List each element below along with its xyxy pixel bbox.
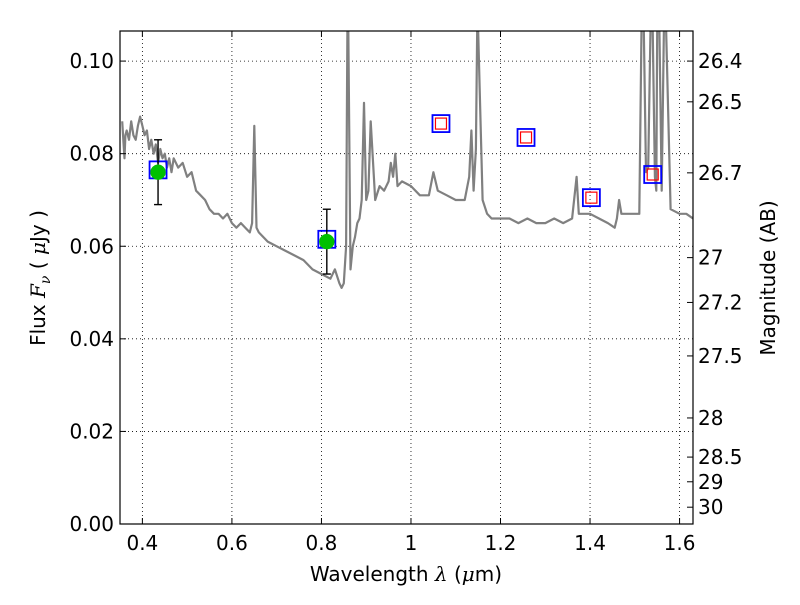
y-tick-label: 0.04 <box>69 327 114 351</box>
y-tick-label: 0.10 <box>69 49 114 73</box>
y2-tick-label: 26.4 <box>698 49 743 73</box>
y2-tick-label: 26.5 <box>698 90 743 114</box>
upper-limit-point <box>646 168 659 181</box>
y-tick-label: 0.08 <box>69 142 114 166</box>
y2-tick-label: 28 <box>698 406 723 430</box>
x-tick-label: 0.6 <box>216 531 248 555</box>
y2-axis-title: Magnitude (AB) <box>756 200 780 355</box>
plot-frame <box>119 30 694 525</box>
y2-tick-label: 29 <box>698 470 723 494</box>
y2-tick-label: 28.5 <box>698 445 743 469</box>
model-point <box>581 188 601 208</box>
x-tick-label: 1.4 <box>574 531 606 555</box>
y2-tick-label: 26.7 <box>698 161 743 185</box>
y2-tick-label: 27 <box>698 246 723 270</box>
observed-point <box>319 233 335 250</box>
tick-layer: 0.4 0.6 0.8 1 1.2 1.4 1.6 0.00 0.02 0.04 0.06 0.08 0… <box>69 31 743 555</box>
upper-limit-point <box>519 131 533 144</box>
series-layer <box>121 31 693 289</box>
grid-lines <box>120 31 693 525</box>
y2-tick-label: 27.2 <box>698 290 743 314</box>
observed-point <box>150 164 166 180</box>
x-tick-label: 1.2 <box>485 531 517 555</box>
y-tick-label: 0.06 <box>69 234 114 258</box>
y2-tick-label: 30 <box>698 495 723 519</box>
x-tick-label: 1 <box>405 531 418 555</box>
y2-tick-label: 27.5 <box>698 344 743 368</box>
x-axis-title: Wavelength λ (μm) <box>310 562 502 586</box>
x-tick-label: 0.8 <box>306 531 338 555</box>
x-tick-label: 1.6 <box>664 531 696 555</box>
y-axis-title: Flux Fν ( μJy ) <box>26 210 54 346</box>
model-point <box>643 165 663 184</box>
upper-limit-point <box>585 191 598 204</box>
model-point <box>431 114 451 133</box>
model-point <box>516 128 536 147</box>
upper-limit-point <box>434 117 448 130</box>
y-tick-label: 0.02 <box>69 419 114 443</box>
spectrum-line <box>121 31 693 289</box>
y-tick-label: 0.00 <box>69 512 114 536</box>
x-tick-label: 0.4 <box>126 531 158 555</box>
